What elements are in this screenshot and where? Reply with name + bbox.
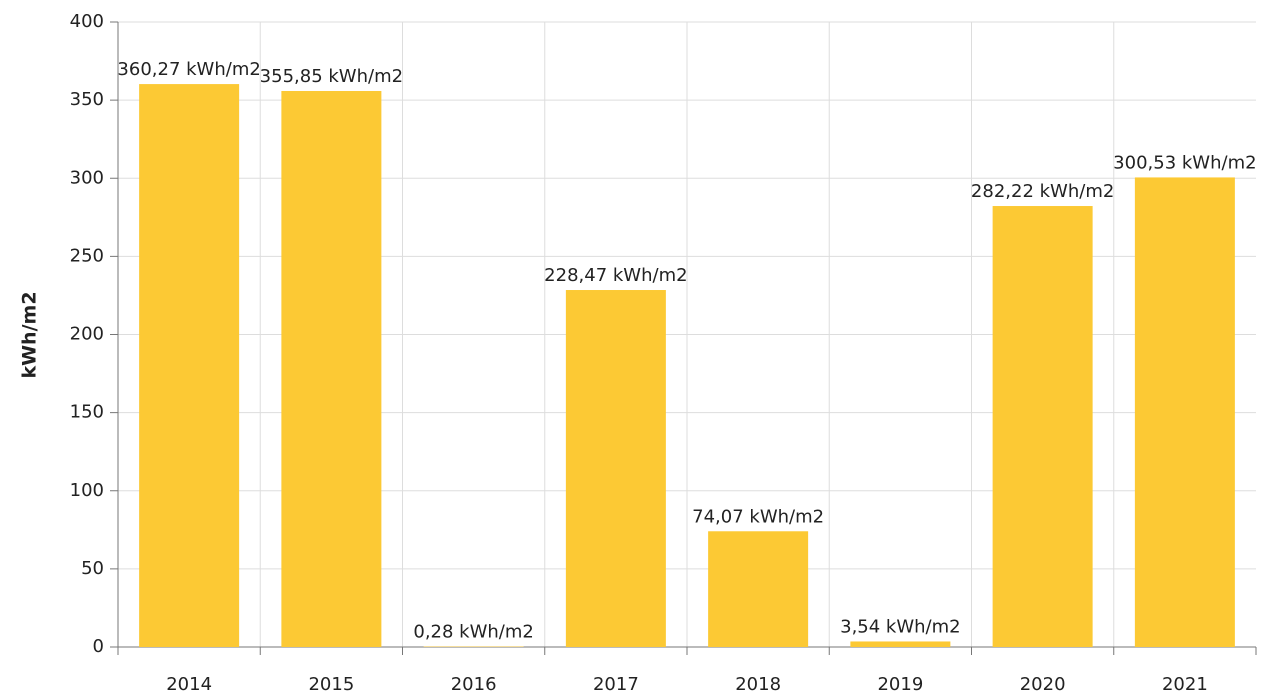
value-label: 360,27 kWh/m2: [117, 59, 260, 80]
x-tick-label: 2019: [877, 674, 923, 695]
y-tick-label: 300: [70, 167, 104, 188]
bar: [1134, 177, 1235, 647]
bar: [565, 290, 666, 647]
value-label: 74,07 kWh/m2: [692, 506, 824, 527]
x-tick-label: 2018: [735, 674, 781, 695]
y-tick-label: 250: [70, 245, 104, 266]
y-tick-label: 150: [70, 402, 104, 423]
y-tick-label: 350: [70, 89, 104, 110]
y-tick-label: 100: [70, 480, 104, 501]
bar: [992, 206, 1093, 647]
value-label: 282,22 kWh/m2: [971, 181, 1114, 202]
x-tick-label: 2017: [593, 674, 639, 695]
y-tick-label: 200: [70, 324, 104, 345]
bar: [708, 531, 809, 647]
y-tick-label: 400: [70, 11, 104, 32]
y-tick-label: 50: [81, 558, 104, 579]
y-axis-label: kWh/m2: [19, 291, 41, 378]
value-label: 3,54 kWh/m2: [840, 616, 960, 637]
value-label: 0,28 kWh/m2: [413, 622, 533, 643]
x-tick-label: 2020: [1020, 674, 1066, 695]
value-label: 300,53 kWh/m2: [1113, 152, 1256, 173]
x-tick-label: 2016: [451, 674, 497, 695]
x-tick-label: 2014: [166, 674, 212, 695]
x-tick-label: 2015: [308, 674, 354, 695]
bar: [850, 641, 951, 647]
value-label: 355,85 kWh/m2: [260, 66, 403, 87]
y-tick-label: 0: [93, 636, 104, 657]
x-tick-label: 2021: [1162, 674, 1208, 695]
bar: [281, 90, 382, 647]
bar: [139, 84, 240, 647]
value-label: 228,47 kWh/m2: [544, 265, 687, 286]
